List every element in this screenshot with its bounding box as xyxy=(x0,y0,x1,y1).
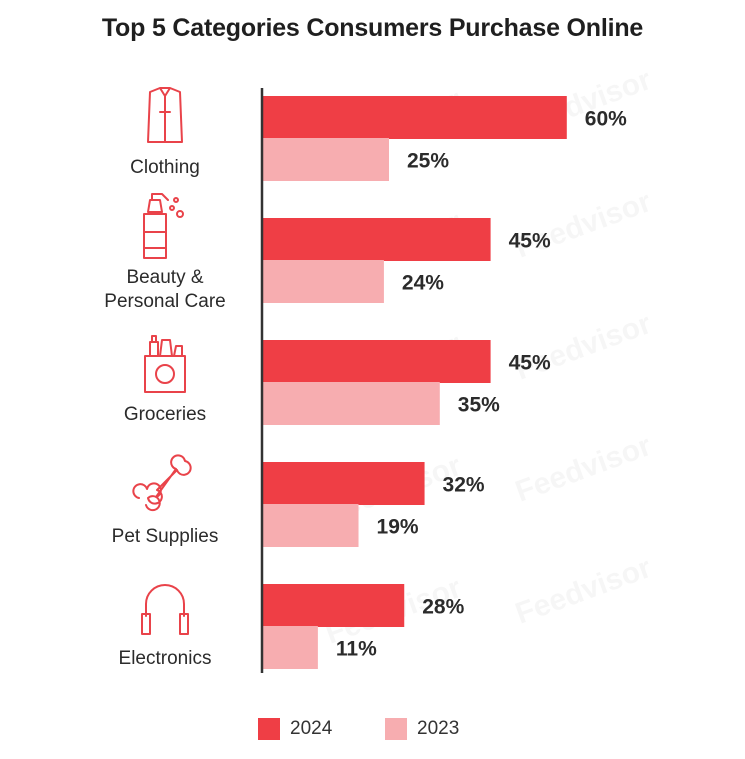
grocery-bag-icon xyxy=(144,335,186,393)
value-label-2023-4: 11% xyxy=(336,638,377,661)
legend-label-2024: 2024 xyxy=(290,718,333,739)
spray-bottle-icon-path xyxy=(143,193,184,259)
bar-2024-4 xyxy=(262,584,405,627)
watermark-text: Feedvisor xyxy=(511,551,656,631)
value-label-2024-0: 60% xyxy=(585,108,627,131)
watermark-text: Feedvisor xyxy=(511,185,656,265)
bars-layer xyxy=(262,96,567,669)
value-label-2024-3: 32% xyxy=(443,474,485,497)
bone-icon-path xyxy=(132,454,192,512)
value-label-2024-1: 45% xyxy=(509,230,551,253)
value-label-2024-4: 28% xyxy=(422,596,464,619)
legend-item-2023: 2023 xyxy=(385,718,459,740)
value-labels-layer: 60% 45% 45% 32% 28% 25% 24% 35% 19% 11% xyxy=(336,108,627,661)
category-label-1: Personal Care xyxy=(104,291,225,312)
watermark-text: Feedvisor xyxy=(511,307,656,387)
value-label-2024-2: 45% xyxy=(509,352,551,375)
value-label-2023-1: 24% xyxy=(402,272,444,295)
bar-2023-3 xyxy=(262,504,359,547)
category-label-1: Beauty & xyxy=(126,267,203,288)
shirt-icon xyxy=(147,87,183,143)
value-label-2023-0: 25% xyxy=(407,150,449,173)
watermark-text: Feedvisor xyxy=(511,429,656,509)
shirt-icon-path xyxy=(147,87,183,143)
value-label-2023-3: 19% xyxy=(377,516,419,539)
bar-2024-1 xyxy=(262,218,491,261)
value-label-2023-2: 35% xyxy=(458,394,500,417)
bar-2023-1 xyxy=(262,260,384,303)
bar-2023-4 xyxy=(262,626,318,669)
spray-bottle-icon xyxy=(143,193,184,259)
legend-item-2024: 2024 xyxy=(258,718,332,740)
category-label-0: Clothing xyxy=(130,157,200,178)
bone-icon xyxy=(132,454,192,512)
category-label-3: Pet Supplies xyxy=(112,526,219,547)
grocery-bag-icon-path xyxy=(144,335,186,393)
icons-layer xyxy=(132,87,192,635)
category-labels-layer: Clothing Beauty & Personal Care Groceries Pe… xyxy=(104,157,225,669)
bar-2023-0 xyxy=(262,138,389,181)
bar-2024-2 xyxy=(262,340,491,383)
legend-label-2023: 2023 xyxy=(417,718,460,739)
legend-swatch-2024 xyxy=(258,718,280,740)
bar-2023-2 xyxy=(262,382,440,425)
bar-2024-3 xyxy=(262,462,425,505)
legend: 2024 2023 xyxy=(0,718,745,748)
headphones-icon xyxy=(141,584,189,635)
bar-chart: FeedvisorFeedvisorFeedvisorFeedvisorFeed… xyxy=(104,87,656,673)
category-label-4: Electronics xyxy=(119,648,212,669)
legend-swatch-2023 xyxy=(385,718,407,740)
bar-2024-0 xyxy=(262,96,567,139)
chart-title: Top 5 Categories Consumers Purchase Onli… xyxy=(101,14,644,42)
category-label-2: Groceries xyxy=(124,404,206,425)
headphones-icon-path xyxy=(141,584,189,635)
